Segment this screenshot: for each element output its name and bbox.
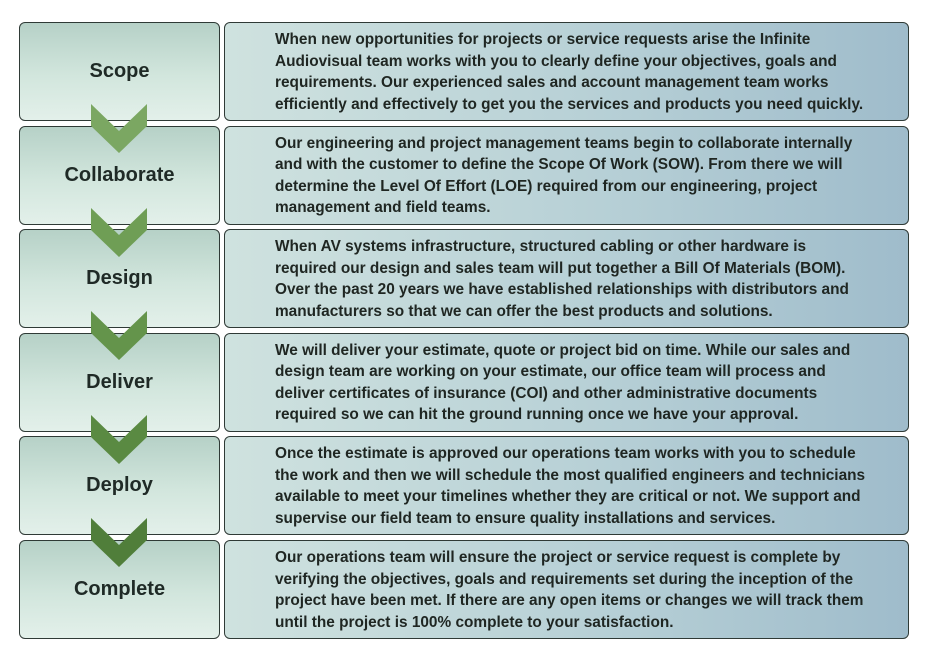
step-design: Design When AV systems infrastructure, s… bbox=[19, 229, 909, 330]
step-label-box: Design bbox=[19, 229, 220, 329]
process-diagram: Scope When new opportunities for project… bbox=[19, 22, 909, 641]
step-label: Scope bbox=[89, 60, 150, 82]
step-description: When new opportunities for projects or s… bbox=[275, 31, 864, 113]
step-description: Our engineering and project management t… bbox=[275, 134, 853, 217]
step-label-box: Deploy bbox=[19, 436, 220, 536]
step-deliver: Deliver We will deliver your estimate, q… bbox=[19, 332, 909, 434]
step-label: Deploy bbox=[86, 474, 153, 497]
step-deploy: Deploy Once the estimate is approved our… bbox=[19, 436, 909, 537]
step-description: We will deliver your estimate, quote or … bbox=[275, 341, 851, 424]
step-description: When AV systems infrastructure, structur… bbox=[275, 238, 849, 320]
step-complete: Complete Our operations team will ensure… bbox=[19, 540, 909, 641]
step-description-box: Once the estimate is approved our operat… bbox=[224, 436, 909, 536]
step-scope: Scope When new opportunities for project… bbox=[19, 22, 909, 123]
step-description: Once the estimate is approved our operat… bbox=[275, 445, 866, 527]
step-label: Complete bbox=[73, 578, 166, 600]
step-description-box: When new opportunities for projects or s… bbox=[224, 22, 909, 121]
step-description-box: Our engineering and project management t… bbox=[224, 125, 909, 225]
step-label: Deliver bbox=[86, 370, 153, 393]
step-description-box: When AV systems infrastructure, structur… bbox=[224, 229, 909, 329]
step-label: Collaborate bbox=[64, 163, 175, 186]
step-label: Design bbox=[86, 267, 153, 290]
step-label-box: Complete bbox=[19, 540, 220, 639]
step-label-box: Collaborate bbox=[19, 125, 220, 225]
step-description-box: We will deliver your estimate, quote or … bbox=[224, 332, 909, 432]
step-description-box: Our operations team will ensure the proj… bbox=[224, 540, 909, 639]
step-description: Our operations team will ensure the proj… bbox=[275, 549, 864, 631]
step-collaborate: Collaborate Our engineering and project … bbox=[19, 125, 909, 227]
step-label-box: Deliver bbox=[19, 332, 220, 432]
step-label-box: Scope bbox=[19, 22, 220, 121]
